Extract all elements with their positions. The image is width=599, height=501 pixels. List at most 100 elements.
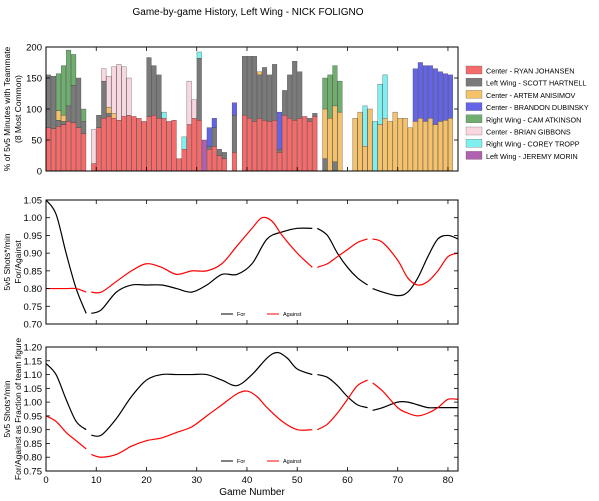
bar-segment [282, 115, 288, 172]
bar-segment [277, 152, 283, 172]
bar-segment [71, 122, 77, 172]
bar-segment [422, 65, 428, 122]
y-tick-label: 1.10 [24, 370, 43, 381]
x-axis-3: 0 10 20 30 40 50 60 70 80 [43, 475, 453, 486]
bar-segment [56, 126, 62, 172]
y-label-line: (8 Most Common) [13, 75, 23, 143]
bar-segment [272, 64, 278, 121]
legend-swatch [465, 65, 483, 75]
plot-frame-3 [45, 346, 459, 472]
line-marks-2 [45, 199, 459, 324]
y-tick-label: 0.85 [24, 266, 43, 277]
bar-segment [216, 155, 222, 172]
bar-segment [61, 124, 67, 172]
y-axis-label-3: 5v5 Shots*/min For/Against as Fraction of… [2, 338, 23, 480]
bar-segment [51, 128, 56, 172]
x-tick-label: 60 [342, 475, 353, 486]
bar-segment [372, 121, 378, 172]
bar-segment [61, 121, 67, 125]
bar-segment [106, 75, 112, 108]
legend-2: For Against [221, 312, 302, 318]
bar-segment [211, 146, 217, 172]
bar-segment [337, 111, 343, 172]
legend-label: Right Wing - COREY TROPP [486, 140, 580, 149]
bar-segment [247, 56, 252, 119]
y-tick-label: 0.95 [24, 411, 43, 422]
bar-segment [196, 51, 202, 59]
bar-segment [126, 77, 132, 116]
y-tick-label: 0.75 [24, 302, 43, 313]
y-label-line: For/Against as Fraction of team figure [13, 338, 23, 480]
bar-segment [397, 118, 403, 172]
bar-segment [302, 116, 308, 172]
bar-segment [191, 99, 197, 119]
series-line-for [316, 227, 368, 286]
bar-segment [327, 74, 333, 119]
legend-swatch [465, 90, 483, 99]
y-tick-label: 0.70 [24, 320, 43, 331]
series-line-against [317, 379, 368, 431]
bar-segment [272, 120, 278, 172]
x-tick-label: 40 [242, 475, 253, 486]
bar-segment [432, 68, 438, 125]
bar-segment [277, 149, 283, 153]
bar-segment [46, 127, 51, 172]
bar-segment [337, 80, 343, 113]
bar-segment [161, 111, 167, 119]
bar-segment [282, 90, 288, 116]
series-line-against [372, 238, 459, 286]
legend-label: Left Wing - JEREMY MORIN [486, 152, 578, 161]
y-tick-label: 0.75 [24, 467, 43, 478]
legend-label: Center - ARTEM ANISIMOV [486, 91, 576, 100]
bar-segment [196, 58, 202, 121]
y-tick-label: 1.05 [24, 384, 43, 395]
bar-segment [231, 152, 237, 172]
y-label-line: 5v5 Shots*/min [2, 380, 12, 437]
y-tick-label: 0.80 [24, 453, 43, 464]
legend-swatch [465, 114, 483, 123]
bar-segment [171, 120, 177, 172]
bar-segment [357, 111, 363, 172]
bar-segment [211, 127, 217, 147]
bar-segment [382, 118, 388, 172]
y-tick-label: 1.20 [24, 343, 43, 354]
bar-segment [257, 74, 263, 119]
bar-segment [231, 102, 237, 116]
y-tick-label: 0.80 [24, 284, 43, 295]
x-tick-label: 0 [43, 475, 48, 486]
x-axis-label: Game Number [219, 487, 285, 498]
bar-segment [247, 118, 252, 172]
bar-segment [252, 121, 257, 172]
shots-fraction-line-chart: 0.75 0.80 0.85 0.90 0.95 1.00 1.05 1.10 1.15 1.20… [2, 338, 459, 486]
bar-segment [377, 84, 383, 125]
bar-segment [442, 73, 448, 121]
bar-segment [377, 124, 383, 172]
bar-segment [297, 118, 303, 172]
bar-segment [267, 74, 273, 122]
bar-segment [166, 121, 172, 172]
bar-segment [116, 64, 122, 121]
legend-swatch [465, 126, 483, 136]
legend-swatch [465, 102, 483, 111]
bar-segment [206, 149, 212, 172]
bar-segment [111, 113, 117, 119]
y-tick-label: 0.90 [24, 249, 43, 260]
bar-segment [252, 56, 257, 122]
y-tick-label: 200 [26, 43, 42, 54]
bar-segment [111, 118, 117, 172]
bar-segment [181, 136, 187, 150]
bar-segment [156, 118, 162, 172]
y-tick-label: 100 [26, 105, 42, 116]
bar-segment [402, 118, 408, 172]
series-line-for [91, 227, 313, 314]
bar-segment [287, 118, 293, 172]
bar-segment [126, 115, 132, 172]
bar-segment [161, 118, 167, 172]
bar-segment [91, 129, 97, 164]
series-line-against [91, 390, 313, 458]
y-axis-label-1: % of 5v5 Minutes with Teammate (8 Most Co… [2, 46, 23, 171]
bar-segment [437, 121, 443, 172]
bar-segment [151, 115, 157, 172]
bar-segment [111, 66, 117, 114]
